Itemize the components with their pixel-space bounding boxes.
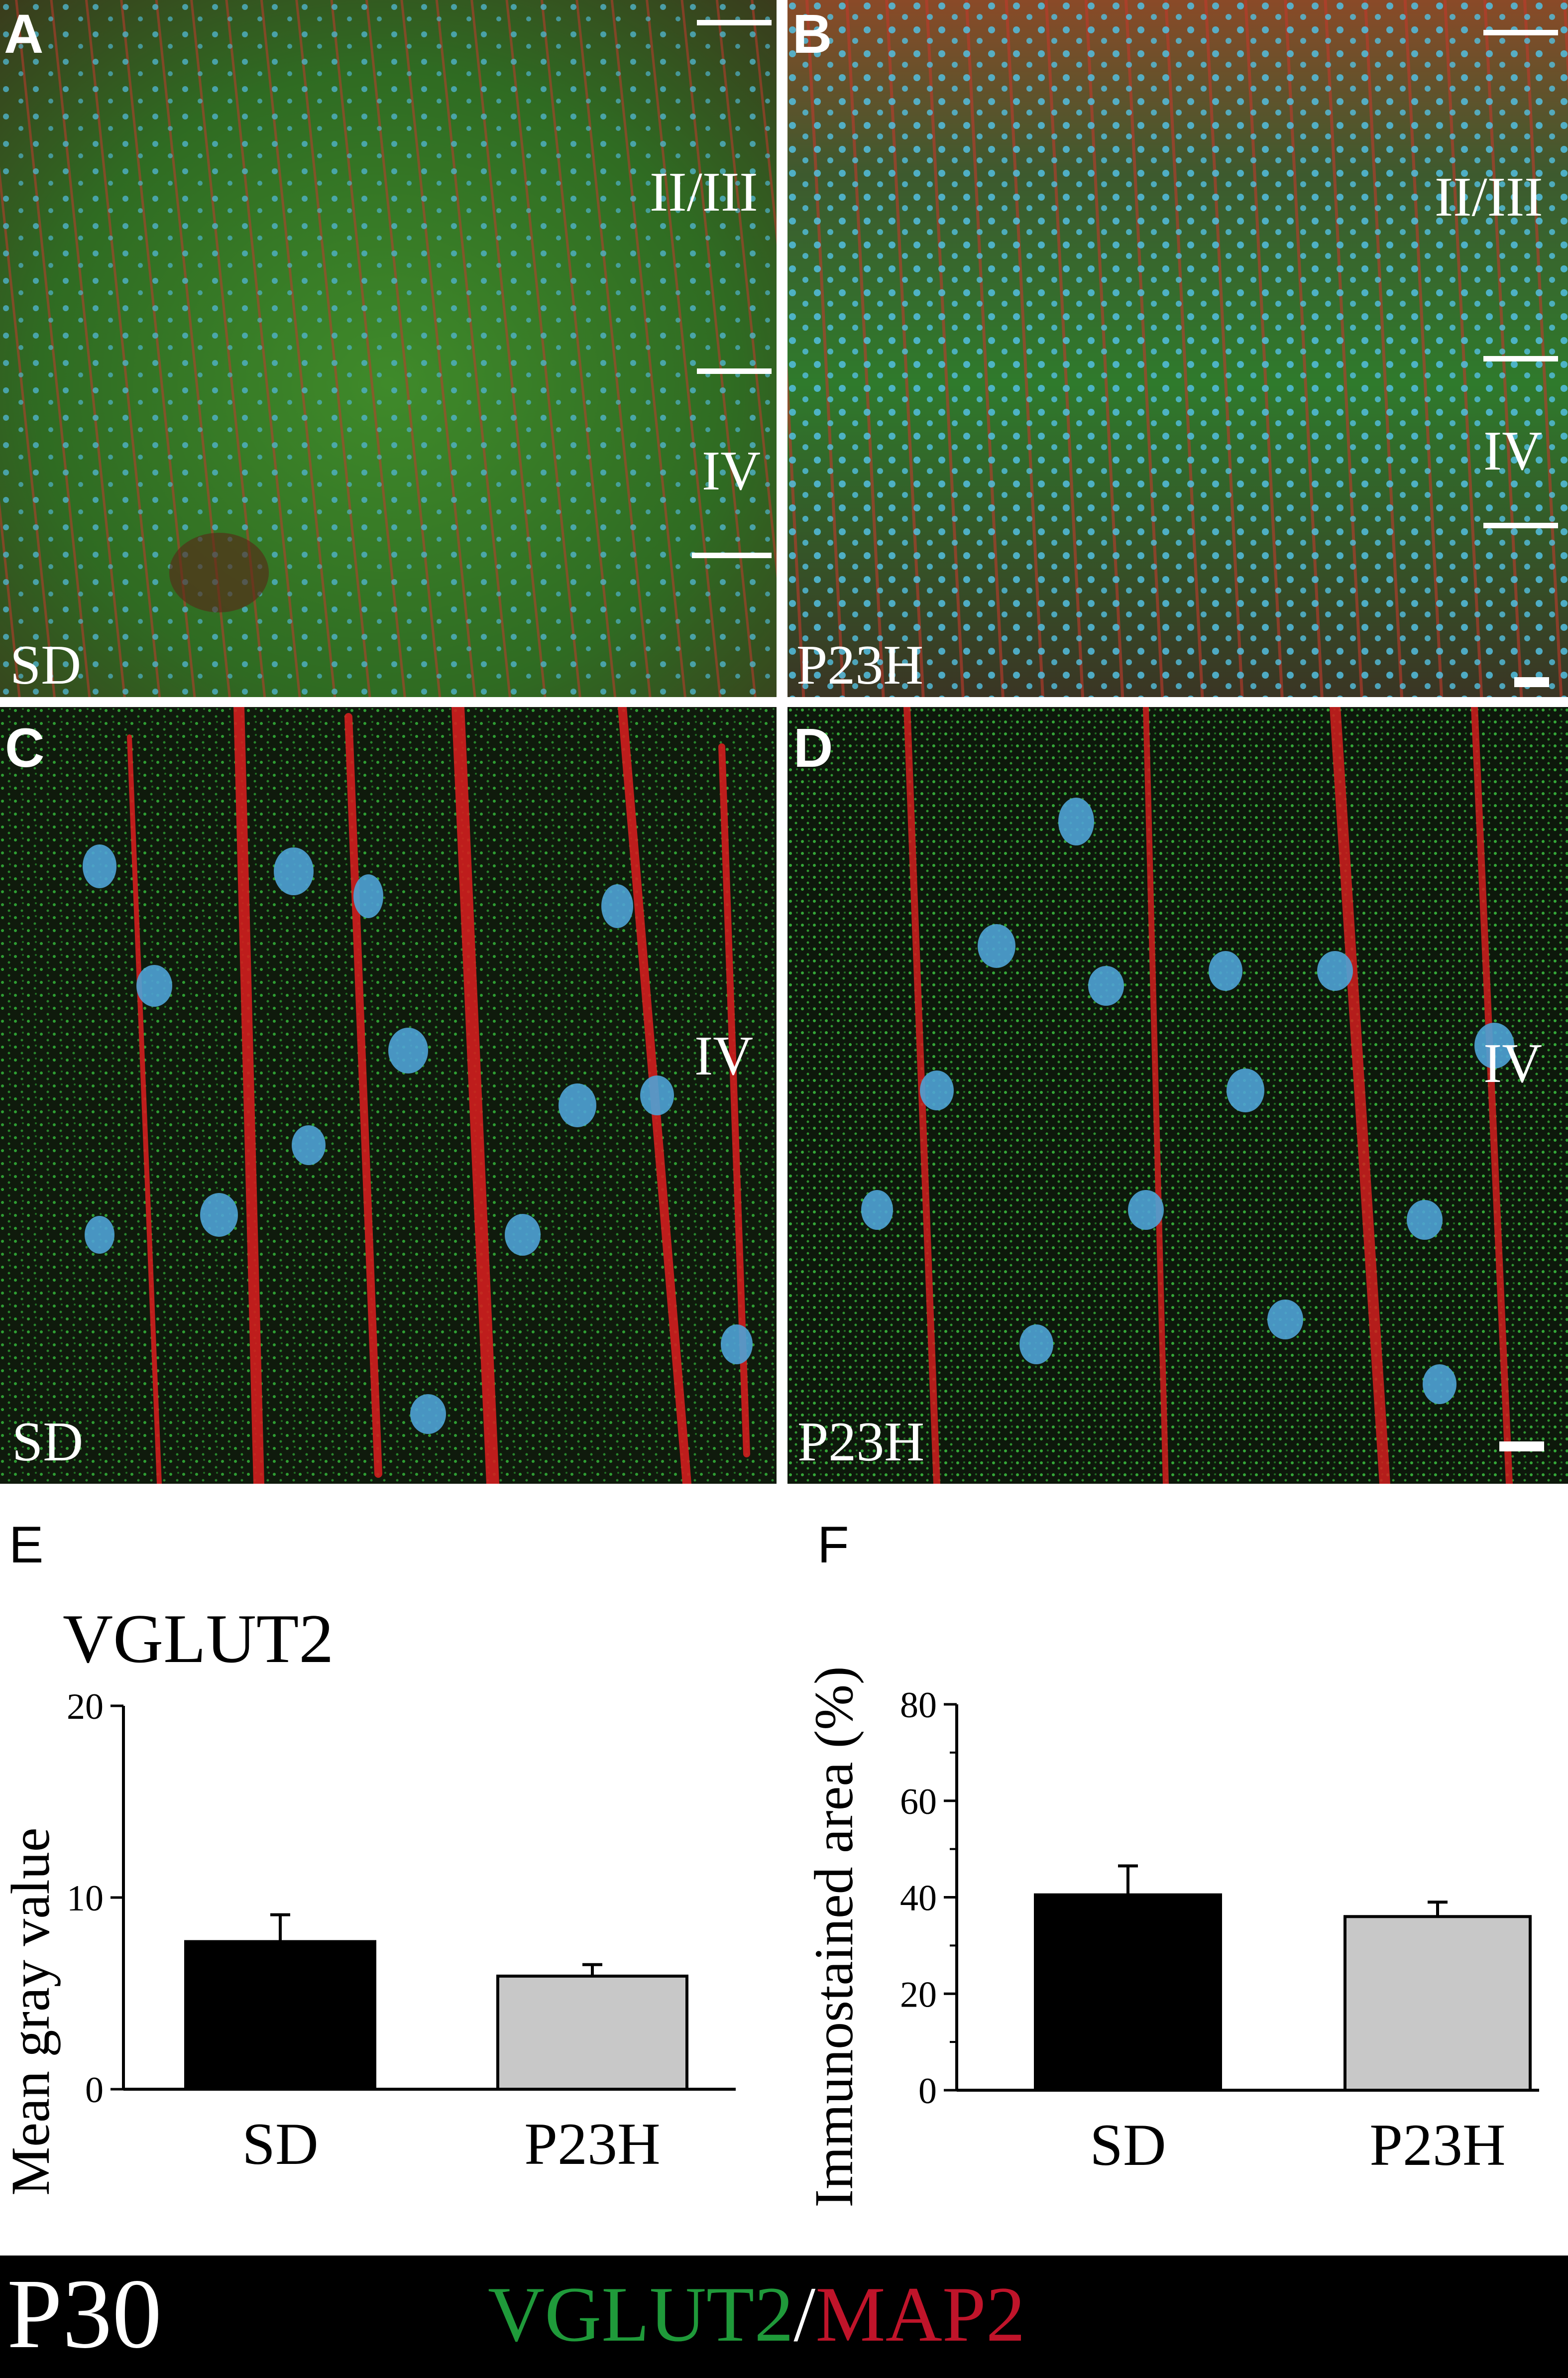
micrograph-panel-b: B II/III IV P23H (787, 0, 1568, 697)
group-label: P23H (797, 1411, 925, 1473)
y-tick-label: 20 (900, 1974, 937, 2015)
bar-sd (184, 1940, 376, 2091)
x-category-label: P23H (524, 2111, 660, 2177)
panel-letter: C (5, 717, 45, 779)
layer-boundary-tick (692, 553, 772, 558)
x-category-label: SD (1090, 2112, 1166, 2178)
bar-group: SD P23H (1034, 1864, 1532, 2178)
bar-p23h (1344, 1915, 1532, 2092)
y-tick-label: 10 (67, 1878, 104, 1919)
chart-e-svg: E VGLUT2 Mean gray value 0 10 20 SD P23H (0, 1516, 736, 2196)
layer-label: II/III (1435, 166, 1543, 228)
marker-map2: MAP2 (815, 2271, 1025, 2358)
y-tick-label: 0 (918, 2071, 937, 2112)
y-tick-label: 20 (67, 1686, 104, 1727)
figure-footer: P30 VGLUT2/MAP2 (0, 2256, 1568, 2378)
chart-panel-letter: F (817, 1516, 849, 1574)
layer-boundary-tick (1483, 30, 1558, 35)
panel-letter: A (4, 3, 44, 65)
y-tick-label: 60 (900, 1782, 937, 1822)
layer-boundary-tick (697, 368, 772, 374)
layer-label: IV (694, 1025, 754, 1087)
age-label: P30 (7, 2259, 162, 2369)
micrograph-c-image (0, 707, 777, 1484)
panel-letter: B (792, 3, 832, 65)
y-axis-label: Mean gray value (0, 1827, 61, 2195)
layer-label: IV (1483, 420, 1543, 482)
marker-legend: VGLUT2/MAP2 (488, 2275, 1025, 2354)
bar-group: SD P23H (184, 1913, 688, 2177)
axes: 0 10 20 (67, 1686, 736, 2111)
marker-vglut2: VGLUT2 (488, 2271, 794, 2358)
chart-f-svg: F Immunostained area (%) 0 20 40 60 80 SD P23… (803, 1516, 1539, 2208)
y-tick-label: 40 (900, 1878, 937, 1919)
layer-boundary-tick (697, 20, 772, 25)
chart-title: VGLUT2 (63, 1600, 334, 1677)
micrograph-a-image (0, 0, 777, 697)
y-tick-label: 0 (85, 2070, 104, 2111)
chart-panel-letter: E (9, 1516, 43, 1574)
micrograph-panel-c: C IV SD (0, 707, 777, 1484)
layer-label: II/III (650, 161, 758, 223)
scale-bar (1499, 1441, 1544, 1451)
y-tick-label: 80 (900, 1685, 937, 1726)
bar-chart-e: E VGLUT2 Mean gray value 0 10 20 SD P23H (0, 1509, 777, 2216)
micrograph-panel-a: A II/III IV SD (0, 0, 777, 697)
x-category-label: SD (242, 2111, 318, 2177)
scale-bar (1514, 677, 1549, 687)
marker-separator: / (793, 2271, 816, 2358)
group-label: SD (10, 634, 82, 696)
micrograph-b-image (787, 0, 1568, 697)
group-label: P23H (796, 634, 924, 696)
micrograph-d-image (787, 707, 1568, 1484)
x-category-label: P23H (1369, 2112, 1505, 2178)
layer-label: IV (702, 440, 761, 502)
bar-sd (1034, 1893, 1222, 2092)
layer-boundary-tick (1483, 523, 1558, 528)
layer-label: IV (1483, 1033, 1543, 1094)
y-axis-label: Immunostained area (%) (803, 1666, 864, 2207)
bar-p23h (496, 1974, 688, 2091)
bar-chart-f: F Immunostained area (%) 0 20 40 60 80 SD P23… (787, 1509, 1568, 2216)
layer-boundary-tick (1483, 356, 1558, 361)
panel-letter: D (793, 717, 833, 779)
micrograph-panel-d: D IV P23H (787, 707, 1568, 1484)
group-label: SD (12, 1411, 84, 1473)
